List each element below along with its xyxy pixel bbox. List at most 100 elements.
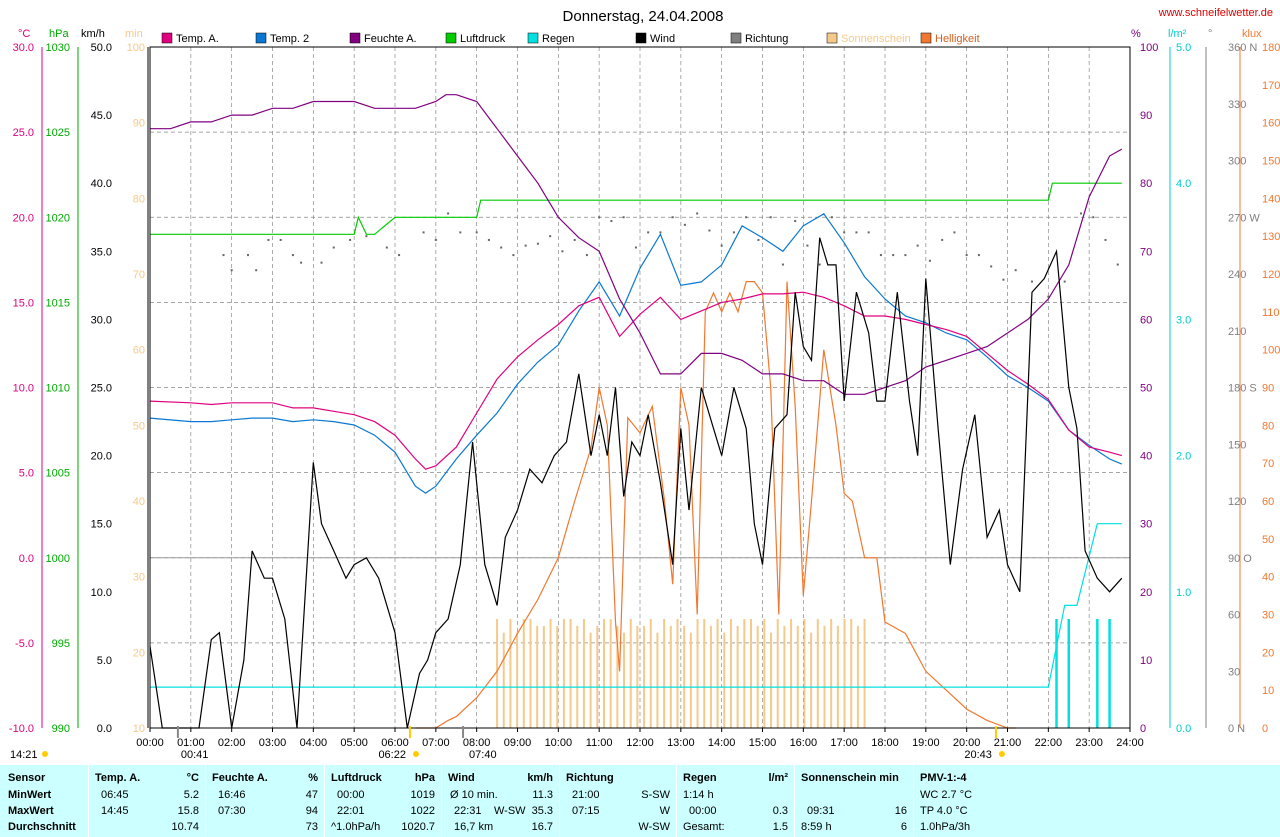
stats-col-temp: Temp. A. °C 06:45 5.2 14:45 15.8 10.74 (89, 765, 206, 837)
tick-hpa-3: 1015 (46, 297, 70, 309)
stats-wind-min: 11.3 (532, 789, 553, 801)
legend-label-temp-2: Temp. 2 (270, 33, 309, 45)
direction-point (622, 216, 625, 219)
x-tick-23: 23:00 (1075, 737, 1103, 749)
tick--10: 60 (1228, 610, 1240, 622)
direction-point (769, 216, 772, 219)
tick-klux-8: 100 (1262, 345, 1280, 357)
stats-rain-total: 1.5 (772, 821, 788, 833)
tick--10: 0 (1140, 723, 1146, 735)
stats-row-max: MaxWert (8, 805, 54, 817)
x-tick-9: 09:00 (504, 737, 532, 749)
tick-klux-11: 70 (1262, 458, 1274, 470)
tick-l-m-2: 3.0 (1176, 314, 1191, 326)
direction-point (500, 246, 503, 249)
legend-swatch-feuchte-a (349, 32, 361, 44)
stats-col-sun: Sonnenschein min 09:31 16 8:59 h 6 (795, 765, 914, 837)
tick-min-2: 80 (133, 193, 145, 205)
tick-hpa-6: 1000 (46, 553, 70, 565)
tick-klux-18: 0 (1262, 723, 1268, 735)
x-tick-17: 17:00 (830, 737, 858, 749)
tick-c-5: 5.0 (19, 468, 34, 480)
tick-km-h-0: 50.0 (91, 42, 112, 54)
stats-humidity-min-time: 16:46 (218, 789, 246, 801)
unit-lm2: l/m² (1168, 28, 1187, 40)
stats-col-pressure: Luftdruck hPa 00:00 1019 22:01 1022 ^1.0… (325, 765, 442, 837)
stats-direction-max: W (659, 805, 670, 817)
tick-min-0: 100 (127, 42, 145, 54)
sunset-time: 20:43 (964, 749, 992, 761)
stats-temp-header: Temp. A. (95, 772, 141, 784)
direction-point (255, 269, 258, 272)
stats-temp-min-time: 06:45 (101, 789, 129, 801)
series-layer (149, 94, 1123, 729)
series-regen (150, 523, 1122, 688)
stats-direction-avg: W-SW (638, 821, 670, 833)
tick-hpa-4: 1010 (46, 383, 70, 395)
direction-point (459, 231, 462, 234)
direction-point (1031, 280, 1033, 283)
series-wind (149, 237, 1123, 729)
direction-point (683, 223, 686, 226)
stats-rain-max: 0.3 (772, 805, 788, 817)
stats-col-rain: Regen l/m² 1:14 h 00:00 0.3 Gesamt: 1.5 (677, 765, 795, 837)
direction-point (806, 244, 809, 247)
direction-point (300, 261, 303, 264)
tick-hpa-0: 1030 (46, 42, 70, 54)
direction-point (1063, 280, 1066, 283)
stats-pmv-header: PMV-1:-4 (920, 772, 967, 784)
x-tick-8: 08:00 (463, 737, 491, 749)
tick-l-m-0: 5.0 (1176, 42, 1191, 54)
stats-pressure-min-time: 00:00 (337, 789, 365, 801)
legend-label-wind: Wind (650, 33, 675, 45)
direction-point (953, 231, 956, 234)
legend-swatch-wind (635, 32, 647, 44)
direction-point (385, 246, 388, 249)
x-tick-15: 15:00 (749, 737, 777, 749)
direction-point (291, 254, 294, 257)
tick-l-m-3: 2.0 (1176, 451, 1191, 463)
site-url[interactable]: www.schneifelwetter.de (1158, 7, 1273, 19)
tick-hpa-2: 1020 (46, 212, 70, 224)
tick-hpa-1: 1025 (46, 127, 70, 139)
x-tick-1: 01:00 (177, 737, 205, 749)
weather-chart: Donnerstag, 24.04.2008 www.schneifelwett… (9, 7, 1280, 761)
direction-point (928, 259, 931, 262)
stats-wind-header: Wind (448, 772, 475, 784)
tick-klux-2: 160 (1262, 118, 1280, 130)
direction-point (745, 216, 748, 219)
direction-point (1002, 278, 1005, 281)
direction-point (598, 216, 601, 219)
unit-min: min (125, 28, 143, 40)
x-tick-11: 11:00 (586, 737, 613, 749)
stats-pressure-max: 1022 (410, 805, 435, 817)
tick-l-m-5: 0.0 (1176, 723, 1191, 735)
stats-pmv-trend: 1.0hPa/3h (920, 821, 971, 833)
tick-c-3: 15.0 (13, 297, 34, 309)
tick-klux-4: 140 (1262, 193, 1280, 205)
direction-point (1116, 263, 1119, 266)
x-tick-12: 12:00 (626, 737, 654, 749)
stats-pressure-header: Luftdruck (331, 772, 382, 784)
tick-l-m-4: 1.0 (1176, 587, 1191, 599)
direction-point (990, 265, 993, 268)
stats-direction-min-time: 21:00 (572, 789, 600, 801)
x-tick-24: 24:00 (1116, 737, 1144, 749)
tick--3: 70 (1140, 246, 1152, 258)
tick--2: 80 (1140, 178, 1152, 190)
marker-time-0740: 07:40 (469, 749, 497, 761)
stats-pressure-trend: ^1.0hPa/h (331, 821, 381, 833)
direction-point (1104, 238, 1107, 241)
x-tick-14: 14:00 (708, 737, 736, 749)
tick-km-h-6: 20.0 (91, 451, 112, 463)
x-tick-22: 22:00 (1035, 737, 1063, 749)
stats-humidity-header: Feuchte A. (212, 772, 268, 784)
sun-icon (412, 751, 419, 757)
tick-c-0: 30.0 (13, 42, 34, 54)
tick-klux-3: 150 (1262, 156, 1280, 168)
direction-point (830, 216, 833, 219)
stats-wind-unit: km/h (527, 772, 553, 784)
left-time: 14:21 (10, 749, 38, 761)
direction-point (447, 212, 450, 215)
tick-c-4: 10.0 (13, 383, 34, 395)
